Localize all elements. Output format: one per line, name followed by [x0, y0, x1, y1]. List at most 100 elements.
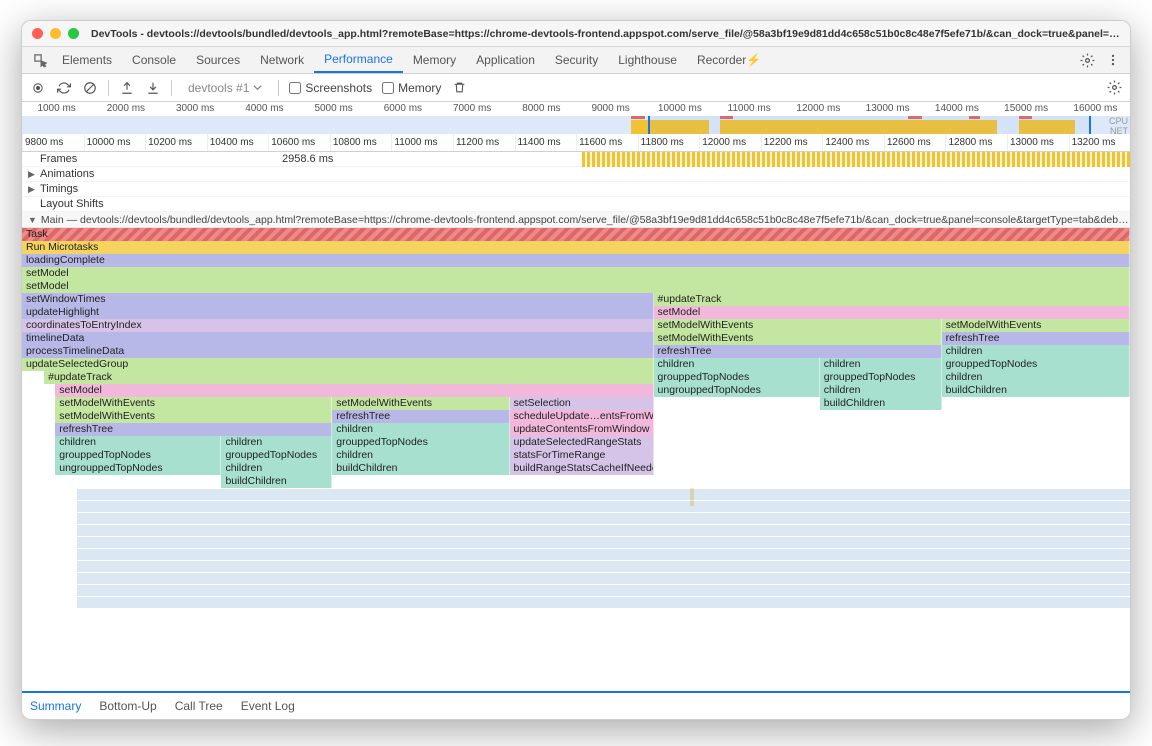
flame-bar[interactable]: scheduleUpdate…entsFromWindow — [510, 410, 654, 423]
flame-bar[interactable]: setModel — [22, 267, 1130, 280]
flame-bar[interactable]: refreshTree — [55, 423, 332, 436]
flame-bar[interactable]: setModel — [654, 306, 1130, 319]
memory-checkbox[interactable]: Memory — [382, 81, 441, 95]
details-tab-call-tree[interactable]: Call Tree — [175, 699, 223, 713]
flame-bar[interactable]: setModelWithEvents — [332, 397, 509, 410]
flame-bar[interactable]: children — [221, 462, 332, 475]
flame-bar[interactable]: buildRangeStatsCacheIfNeeded — [510, 462, 654, 475]
flame-bar[interactable]: coordinatesToEntryIndex — [22, 319, 654, 332]
flame-bar[interactable]: grouppedTopNodes — [942, 358, 1130, 371]
panel-settings-icon[interactable] — [1107, 80, 1122, 95]
flame-bar[interactable]: children — [942, 345, 1130, 358]
tab-recorder[interactable]: Recorder ⚡ — [687, 47, 771, 73]
flame-bar[interactable]: processTimelineData — [22, 345, 654, 358]
flame-bar[interactable]: grouppedTopNodes — [221, 449, 332, 462]
collapse-icon[interactable]: ▼ — [28, 215, 37, 225]
overview-tick: 11000 ms — [715, 103, 784, 114]
upload-icon[interactable] — [119, 80, 135, 96]
flame-bar[interactable]: setWindowTimes — [22, 293, 654, 306]
profile-dropdown[interactable]: devtools #1 — [182, 79, 268, 97]
flame-bar[interactable]: children — [820, 384, 942, 397]
record-icon[interactable] — [30, 80, 46, 96]
maximize-icon[interactable] — [68, 28, 79, 39]
flame-bar[interactable]: Task — [22, 228, 1130, 241]
flame-bar[interactable]: Run Microtasks — [22, 241, 1130, 254]
overview-tick: 16000 ms — [1061, 103, 1130, 114]
flame-bar[interactable]: children — [221, 436, 332, 449]
screenshots-checkbox[interactable]: Screenshots — [289, 81, 372, 95]
flame-chart[interactable]: TaskRun MicrotasksloadingCompletesetMode… — [22, 228, 1130, 488]
details-tab-bottom-up[interactable]: Bottom-Up — [99, 699, 156, 713]
details-tab-event-log[interactable]: Event Log — [241, 699, 295, 713]
details-tab-summary[interactable]: Summary — [30, 699, 81, 713]
flame-bar[interactable]: setModelWithEvents — [654, 332, 942, 345]
flame-bar[interactable]: buildChildren — [332, 462, 509, 475]
overview-strip[interactable]: 1000 ms2000 ms3000 ms4000 ms5000 ms6000 … — [22, 102, 1130, 134]
tab-security[interactable]: Security — [545, 47, 608, 73]
clear-icon[interactable] — [82, 80, 98, 96]
tab-elements[interactable]: Elements — [52, 47, 122, 73]
flame-bar[interactable]: statsForTimeRange — [510, 449, 654, 462]
more-icon[interactable] — [1105, 53, 1120, 68]
flame-bar[interactable]: setModel — [22, 280, 1130, 293]
tab-network[interactable]: Network — [250, 47, 314, 73]
timings-track[interactable]: ▶ Timings — [22, 182, 1130, 197]
flame-bar[interactable]: updateContentsFromWindow — [510, 423, 654, 436]
flame-bar[interactable]: children — [654, 358, 820, 371]
flame-bar[interactable]: buildChildren — [942, 384, 1130, 397]
flame-bar[interactable]: timelineData — [22, 332, 654, 345]
flame-bar[interactable]: refreshTree — [332, 410, 509, 423]
flame-bar[interactable]: setModelWithEvents — [654, 319, 942, 332]
tab-console[interactable]: Console — [122, 47, 186, 73]
animations-track[interactable]: ▶ Animations — [22, 167, 1130, 182]
flame-bar[interactable]: children — [820, 358, 942, 371]
flame-bar[interactable]: loadingComplete — [22, 254, 1130, 267]
flame-bar[interactable]: grouppedTopNodes — [55, 449, 221, 462]
settings-icon[interactable] — [1080, 53, 1095, 68]
flame-bar[interactable]: ungrouppedTopNodes — [55, 462, 221, 475]
flame-bar[interactable]: ungrouppedTopNodes — [654, 384, 820, 397]
flame-bar[interactable]: grouppedTopNodes — [820, 371, 942, 384]
flame-bar[interactable]: updateHighlight — [22, 306, 654, 319]
flame-bar[interactable]: setModelWithEvents — [55, 397, 332, 410]
overview-selection[interactable] — [648, 116, 1091, 134]
layout-shifts-track[interactable]: Layout Shifts — [22, 197, 1130, 212]
flame-bar[interactable]: buildChildren — [221, 475, 332, 488]
flame-bar[interactable]: grouppedTopNodes — [332, 436, 509, 449]
dense-flame-region — [522, 488, 663, 608]
download-icon[interactable] — [145, 80, 161, 96]
flame-bar[interactable]: setModelWithEvents — [55, 410, 332, 423]
flame-bar[interactable]: children — [55, 436, 221, 449]
flame-bar[interactable]: setSelection — [510, 397, 654, 410]
close-icon[interactable] — [32, 28, 43, 39]
flame-bar[interactable]: children — [332, 423, 509, 436]
flame-bar[interactable]: children — [332, 449, 509, 462]
flame-bar[interactable]: updateSelectedGroup — [22, 358, 654, 371]
main-thread-header[interactable]: ▼ Main — devtools://devtools/bundled/dev… — [22, 212, 1130, 228]
flame-bar[interactable]: buildChildren — [820, 397, 942, 410]
reload-icon[interactable] — [56, 80, 72, 96]
inspect-element-icon[interactable] — [28, 53, 52, 68]
tab-performance[interactable]: Performance — [314, 47, 403, 73]
expand-icon[interactable]: ▶ — [28, 184, 35, 195]
minimize-icon[interactable] — [50, 28, 61, 39]
flame-bar[interactable]: grouppedTopNodes — [654, 371, 820, 384]
ruler-tick: 10800 ms — [330, 134, 392, 151]
flame-bar[interactable]: #updateTrack — [654, 293, 1130, 306]
time-ruler[interactable]: 9800 ms10000 ms10200 ms10400 ms10600 ms1… — [22, 134, 1130, 152]
trash-icon[interactable] — [451, 80, 467, 96]
flame-bar[interactable]: refreshTree — [942, 332, 1130, 345]
flame-bar[interactable]: updateSelectedRangeStats — [510, 436, 654, 449]
flame-bar[interactable]: refreshTree — [654, 345, 942, 358]
tab-sources[interactable]: Sources — [186, 47, 250, 73]
tab-application[interactable]: Application — [466, 47, 545, 73]
tab-lighthouse[interactable]: Lighthouse — [608, 47, 687, 73]
flame-bar[interactable]: #updateTrack — [44, 371, 653, 384]
frames-track[interactable]: Frames 2958.6 ms — [22, 152, 1130, 167]
flame-bar[interactable]: setModelWithEvents — [942, 319, 1130, 332]
expand-icon[interactable]: ▶ — [28, 169, 35, 180]
flame-bar[interactable]: setModel — [55, 384, 653, 397]
ruler-tick: 9800 ms — [22, 134, 84, 151]
flame-bar[interactable]: children — [942, 371, 1130, 384]
tab-memory[interactable]: Memory — [403, 47, 466, 73]
